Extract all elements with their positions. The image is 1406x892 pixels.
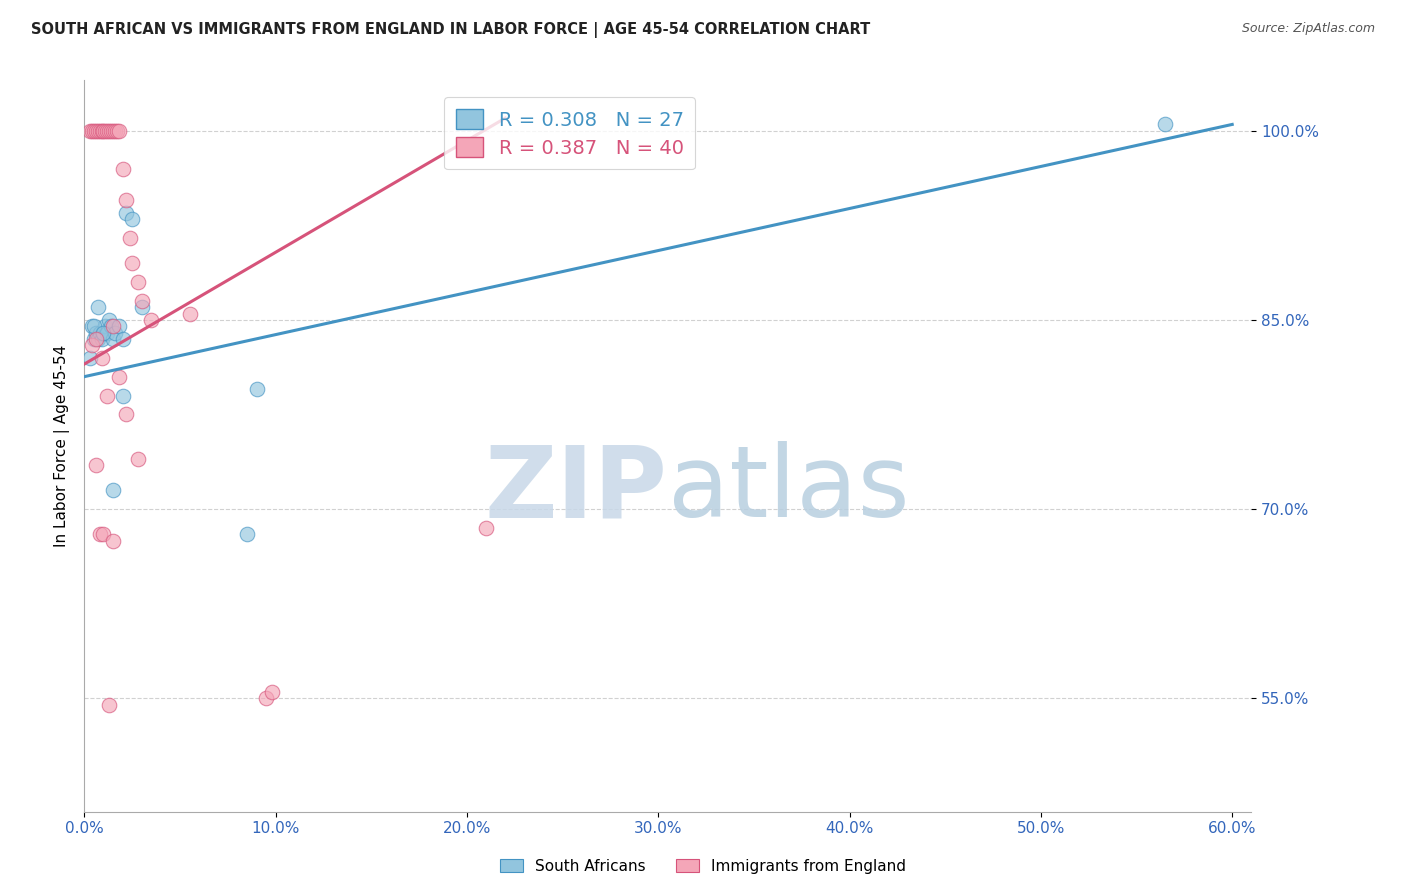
Point xyxy=(80,338,103,352)
Point xyxy=(1154,117,1177,131)
Point xyxy=(94,124,117,138)
Point xyxy=(131,300,153,314)
Point xyxy=(100,124,122,138)
Point xyxy=(96,326,118,340)
Point xyxy=(79,351,101,365)
Text: Source: ZipAtlas.com: Source: ZipAtlas.com xyxy=(1241,22,1375,36)
Point xyxy=(107,124,129,138)
Point xyxy=(96,388,118,402)
Point xyxy=(111,332,134,346)
Point xyxy=(90,332,112,346)
Point xyxy=(101,483,124,497)
Point xyxy=(83,319,105,334)
Point xyxy=(83,332,105,346)
Point xyxy=(84,458,107,472)
Point xyxy=(107,319,129,334)
Point xyxy=(84,124,107,138)
Point xyxy=(141,313,163,327)
Point xyxy=(84,326,107,340)
Point xyxy=(101,533,124,548)
Point xyxy=(475,521,498,535)
Point xyxy=(93,326,115,340)
Text: ZIP: ZIP xyxy=(485,442,668,539)
Point xyxy=(236,527,259,541)
Point xyxy=(93,326,115,340)
Point xyxy=(179,307,201,321)
Text: SOUTH AFRICAN VS IMMIGRANTS FROM ENGLAND IN LABOR FORCE | AGE 45-54 CORRELATION : SOUTH AFRICAN VS IMMIGRANTS FROM ENGLAND… xyxy=(31,22,870,38)
Point xyxy=(111,388,134,402)
Point xyxy=(127,275,149,289)
Point xyxy=(98,698,121,712)
Point xyxy=(87,300,110,314)
Point xyxy=(100,319,122,334)
Text: atlas: atlas xyxy=(668,442,910,539)
Y-axis label: In Labor Force | Age 45-54: In Labor Force | Age 45-54 xyxy=(55,345,70,547)
Legend: South Africans, Immigrants from England: South Africans, Immigrants from England xyxy=(494,853,912,880)
Point xyxy=(107,369,129,384)
Point xyxy=(260,685,283,699)
Point xyxy=(83,124,105,138)
Point xyxy=(84,332,107,346)
Point xyxy=(111,161,134,176)
Point xyxy=(98,313,121,327)
Point xyxy=(131,293,153,308)
Point xyxy=(254,691,277,706)
Point xyxy=(115,193,138,207)
Point xyxy=(101,332,124,346)
Point xyxy=(121,212,143,227)
Point xyxy=(80,124,103,138)
Legend: R = 0.308   N = 27, R = 0.387   N = 40: R = 0.308 N = 27, R = 0.387 N = 40 xyxy=(444,97,696,169)
Point xyxy=(93,527,115,541)
Point xyxy=(90,351,112,365)
Point xyxy=(89,326,111,340)
Point xyxy=(87,124,110,138)
Point xyxy=(80,319,103,334)
Point xyxy=(105,124,128,138)
Point xyxy=(115,408,138,422)
Point xyxy=(245,382,267,396)
Point xyxy=(89,124,111,138)
Point xyxy=(104,326,127,340)
Point xyxy=(90,124,112,138)
Point xyxy=(127,451,149,466)
Point xyxy=(101,124,124,138)
Point xyxy=(115,205,138,219)
Point xyxy=(101,319,124,334)
Point xyxy=(104,124,127,138)
Point xyxy=(98,124,121,138)
Point xyxy=(120,231,142,245)
Point xyxy=(89,527,111,541)
Point xyxy=(93,124,115,138)
Point xyxy=(87,332,110,346)
Point xyxy=(96,124,118,138)
Point xyxy=(79,124,101,138)
Point xyxy=(121,256,143,270)
Point xyxy=(94,319,117,334)
